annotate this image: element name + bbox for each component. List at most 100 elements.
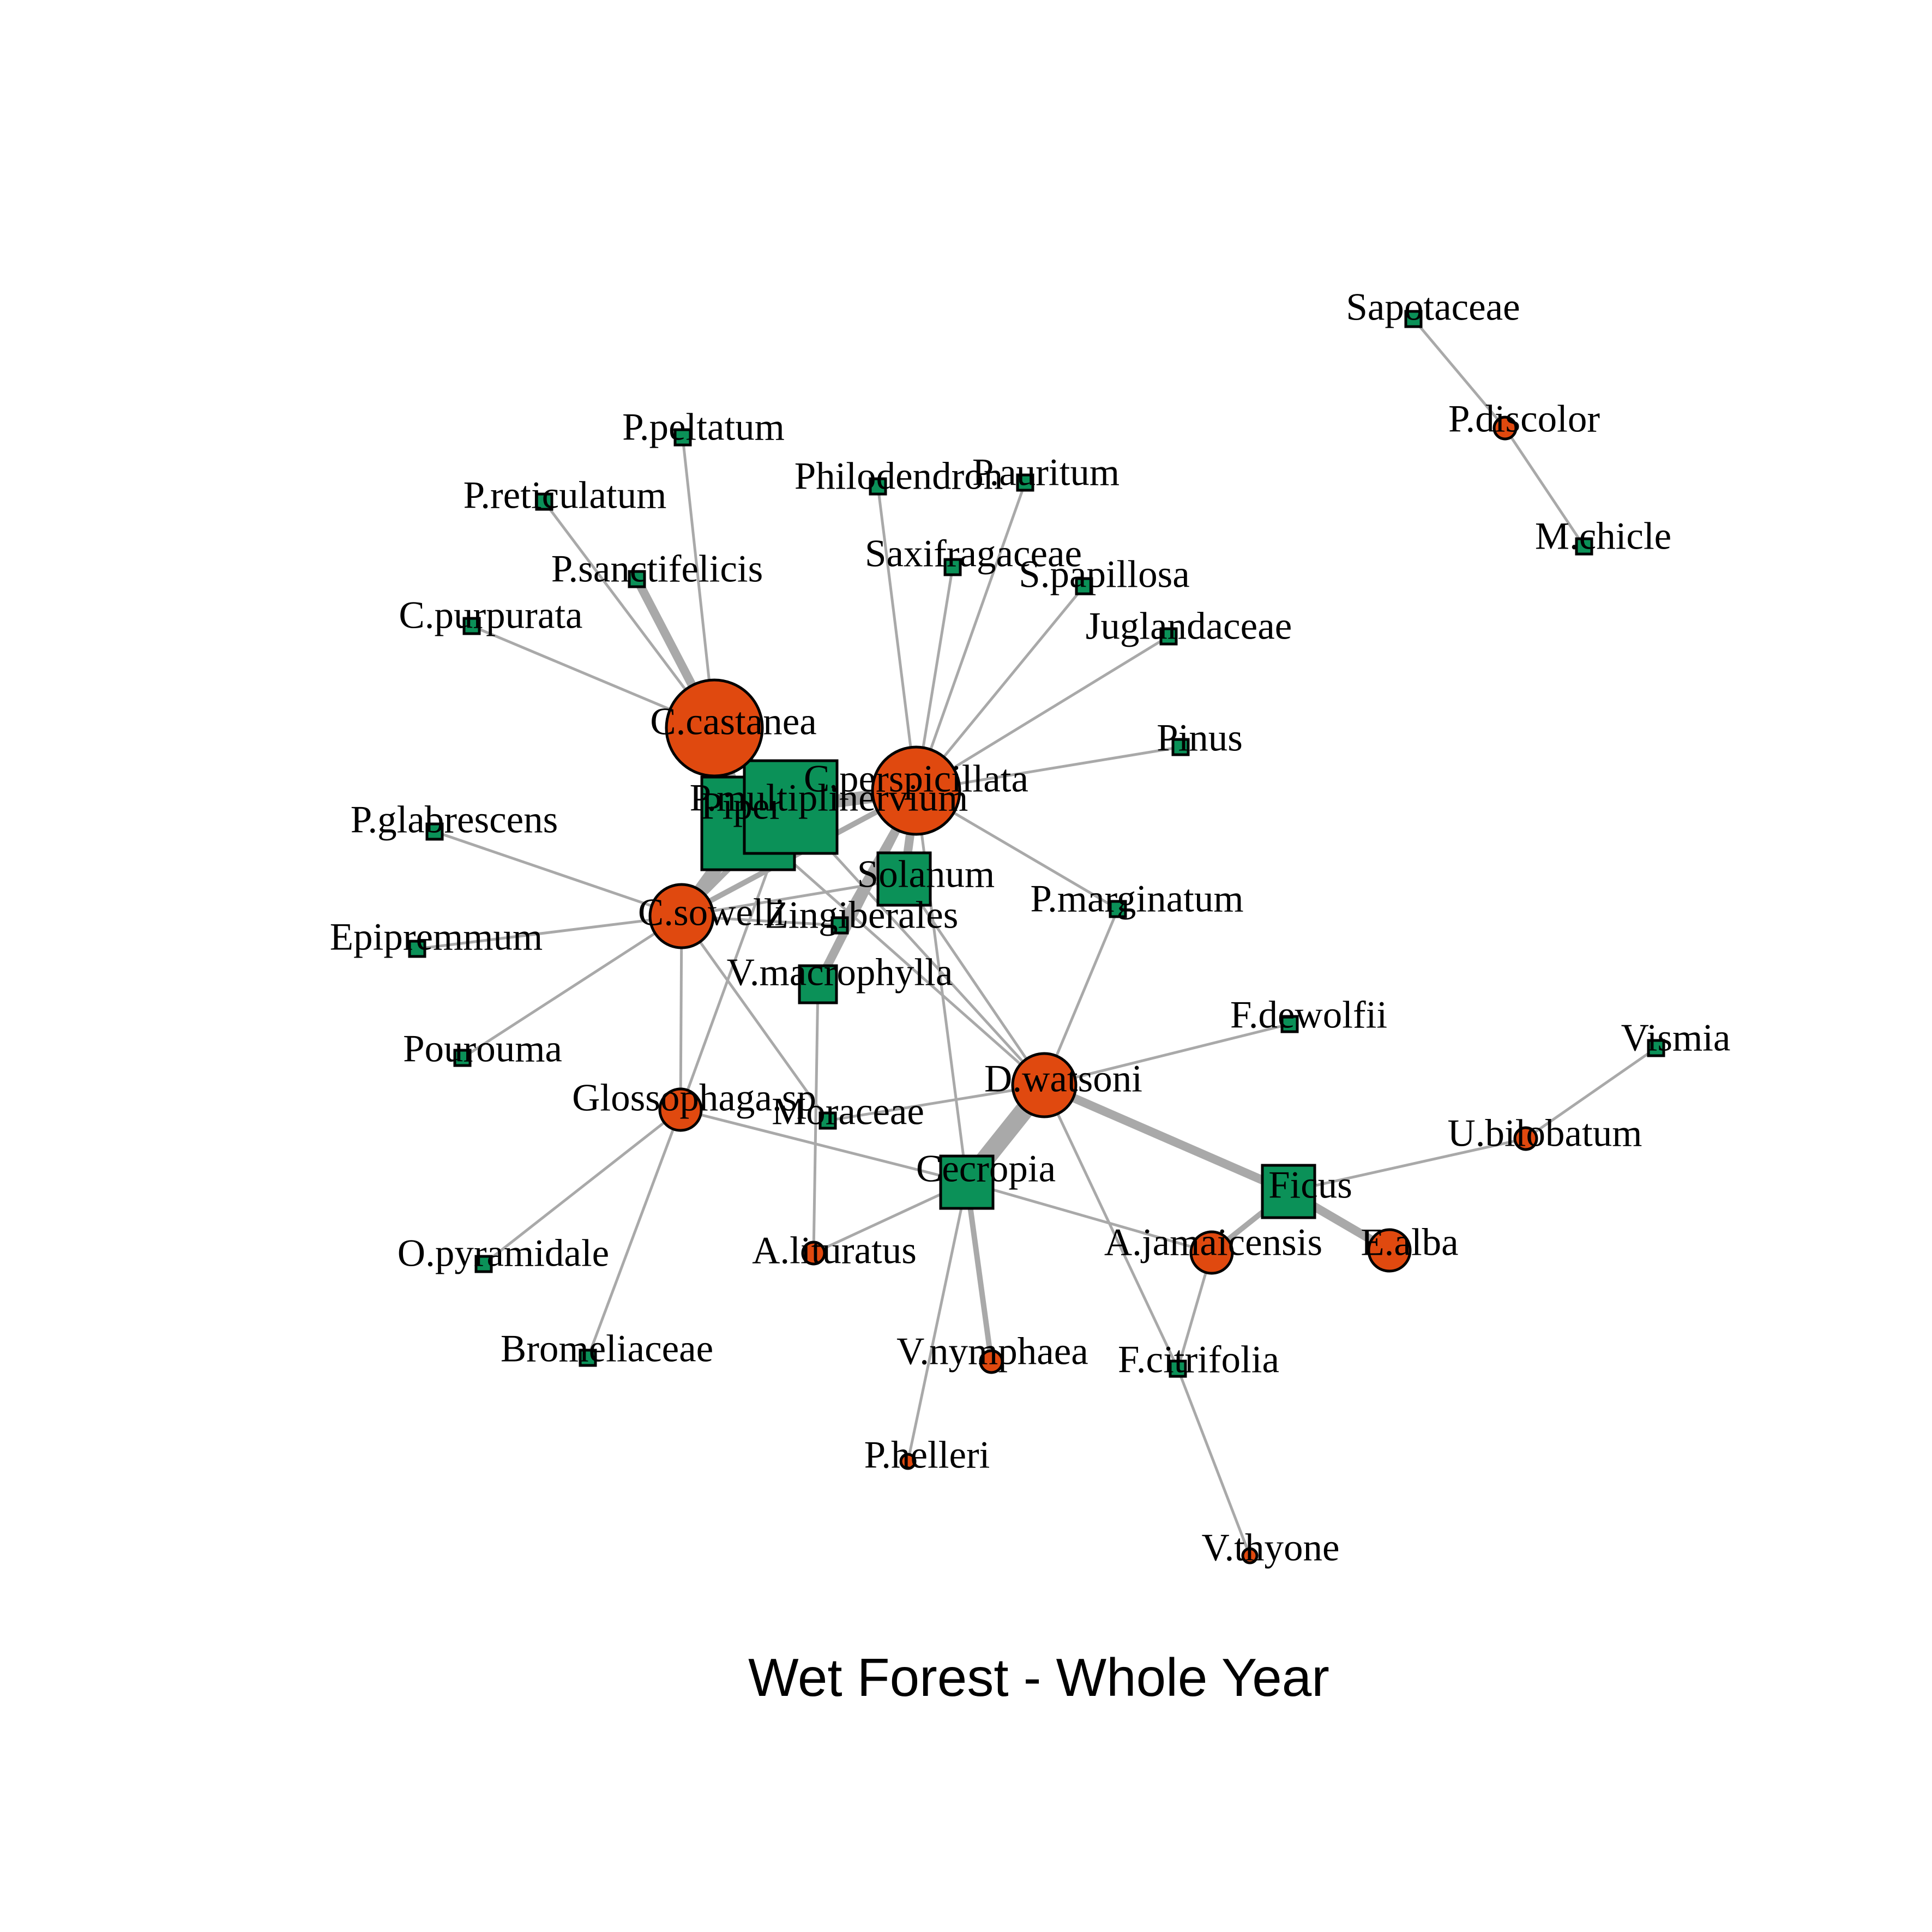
edge-c-sowelli-p-glabrescens bbox=[434, 830, 682, 918]
edge-v-thyone-f-citrifolia bbox=[1176, 1368, 1251, 1556]
node-f-dewolfii bbox=[1280, 1015, 1299, 1033]
node-ficus bbox=[1261, 1164, 1316, 1219]
node-a-lituratus bbox=[801, 1241, 826, 1266]
node-label-p-discolor: P.discolor bbox=[1448, 398, 1600, 440]
node-p-sanctifelicis bbox=[628, 570, 646, 588]
edge-p-helleri-cecropia bbox=[906, 1182, 968, 1462]
node-label-e-alba: E.alba bbox=[1361, 1221, 1458, 1263]
node-label-o-pyramidale: O.pyramidale bbox=[398, 1232, 609, 1274]
node-label-sapotaceae: Sapotaceae bbox=[1346, 286, 1520, 328]
node-p-multiplinervium bbox=[743, 759, 839, 855]
node-a-jamaicensis bbox=[1189, 1230, 1234, 1275]
node-moraceae bbox=[818, 1111, 837, 1130]
node-p-helleri bbox=[899, 1453, 917, 1470]
edge-p-discolor-sapotaceae bbox=[1412, 318, 1506, 429]
chart-title: Wet Forest - Whole Year bbox=[748, 1647, 1329, 1707]
node-label-u-bilobatum: U.bilobatum bbox=[1448, 1112, 1642, 1154]
node-c-purpurata bbox=[462, 617, 481, 635]
node-layer bbox=[408, 310, 1665, 1564]
node-philodendron bbox=[869, 477, 887, 496]
edge-c-perspicillata-philodendron bbox=[876, 486, 918, 791]
node-label-v-thyone: V.thyone bbox=[1201, 1526, 1339, 1569]
node-e-alba bbox=[1367, 1228, 1412, 1273]
node-v-macrophylla bbox=[798, 964, 838, 1004]
node-label-piper: Piper bbox=[701, 785, 783, 827]
node-pinus bbox=[1171, 738, 1190, 756]
node-label-p-auritum: P.auritum bbox=[972, 451, 1120, 493]
node-d-watsoni bbox=[1011, 1052, 1078, 1118]
node-p-marginatum bbox=[1109, 900, 1127, 918]
edge-c-sowelli-epipremmum bbox=[417, 914, 682, 950]
node-label-c-sowelli: C.sowelli bbox=[638, 891, 785, 934]
node-solanum bbox=[876, 851, 932, 907]
node-label-p-sanctifelicis: P.sanctifelicis bbox=[551, 547, 763, 590]
node-p-auritum bbox=[1016, 473, 1034, 492]
edge-d-watsoni-f-citrifolia bbox=[1043, 1084, 1179, 1370]
node-p-glabrescens bbox=[425, 822, 444, 841]
node-p-discolor bbox=[1492, 416, 1518, 441]
label-layer: C.castanea C.perspicillata C.sowelli D.wats… bbox=[330, 286, 1731, 1569]
node-m-chicle bbox=[1575, 537, 1593, 556]
node-label-a-lituratus: A.lituratus bbox=[752, 1229, 917, 1272]
node-c-castanea bbox=[665, 678, 764, 778]
edge-d-watsoni-moraceae bbox=[827, 1084, 1045, 1122]
node-zingiberales bbox=[830, 916, 849, 935]
node-p-reticulatum bbox=[535, 492, 553, 511]
node-v-thyone bbox=[1241, 1547, 1259, 1564]
edge-p-discolor-m-chicle bbox=[1503, 427, 1586, 547]
node-label-solanum: Solanum bbox=[857, 853, 995, 895]
edge-glossophaga-sp-o-pyramidale bbox=[483, 1109, 682, 1265]
node-c-sowelli bbox=[648, 883, 715, 949]
node-saxifragaceae bbox=[943, 558, 962, 576]
node-sapotaceae bbox=[1404, 310, 1423, 328]
node-s-papillosa bbox=[1075, 577, 1093, 595]
node-label-cecropia: Cecropia bbox=[916, 1147, 1056, 1190]
edge-glossophaga-sp-bromeliaceae bbox=[586, 1109, 682, 1358]
node-label-d-watsoni: D.watsoni bbox=[984, 1057, 1142, 1100]
node-label-f-citrifolia: F.citrifolia bbox=[1118, 1338, 1279, 1381]
edge-c-sowelli-moraceae bbox=[680, 915, 829, 1122]
edge-u-bilobatum-vismia bbox=[1525, 1046, 1657, 1140]
node-label-moraceae: Moraceae bbox=[772, 1090, 924, 1133]
node-juglandaceae bbox=[1159, 627, 1178, 646]
edge-v-nymphaea-cecropia bbox=[964, 1182, 994, 1362]
node-label-v-macrophylla: V.macrophylla bbox=[727, 951, 953, 994]
node-label-c-purpurata: C.purpurata bbox=[399, 594, 582, 636]
node-label-vismia: Vismia bbox=[1621, 1016, 1731, 1059]
node-label-v-nymphaea: V.nymphaea bbox=[896, 1330, 1088, 1373]
node-label-saxifragaceae: Saxifragaceae bbox=[865, 532, 1082, 575]
edge-d-watsoni-f-dewolfii bbox=[1044, 1022, 1290, 1087]
node-label-m-chicle: M.chicle bbox=[1535, 515, 1671, 557]
node-label-zingiberales: Zingiberales bbox=[765, 894, 959, 936]
node-label-a-jamaicensis: A.jamaicensis bbox=[1104, 1221, 1322, 1263]
node-o-pyramidale bbox=[474, 1255, 493, 1273]
edge-c-perspicillata-juglandaceae bbox=[915, 635, 1170, 792]
node-label-p-marginatum: P.marginatum bbox=[1030, 877, 1243, 920]
edge-a-lituratus-v-macrophylla bbox=[812, 984, 820, 1254]
node-label-p-reticulatum: P.reticulatum bbox=[464, 474, 667, 516]
node-epipremmum bbox=[408, 940, 426, 958]
node-label-p-peltatum: P.peltatum bbox=[622, 406, 785, 448]
node-label-c-castanea: C.castanea bbox=[650, 700, 817, 743]
node-label-glossophaga-sp: Glossophaga.sp bbox=[572, 1076, 816, 1119]
node-c-perspicillata bbox=[871, 745, 961, 836]
node-label-c-perspicillata: C.perspicillata bbox=[804, 757, 1028, 800]
edge-c-sowelli-pourouma bbox=[461, 914, 683, 1060]
node-u-bilobatum bbox=[1513, 1126, 1538, 1151]
node-f-citrifolia bbox=[1169, 1359, 1187, 1378]
node-label-f-dewolfii: F.dewolfii bbox=[1230, 994, 1387, 1036]
node-glossophaga-sp bbox=[658, 1087, 703, 1132]
edge-a-jamaicensis-cecropia bbox=[966, 1181, 1212, 1254]
edge-d-watsoni-ficus bbox=[1042, 1081, 1291, 1196]
edge-u-bilobatum-ficus bbox=[1288, 1137, 1526, 1193]
node-bromeliaceae bbox=[579, 1349, 597, 1367]
node-label-epipremmum: Epipremmum bbox=[330, 916, 543, 958]
node-label-philodendron: Philodendron bbox=[795, 455, 1003, 497]
node-label-bromeliaceae: Bromeliaceae bbox=[501, 1327, 713, 1370]
node-label-pinus: Pinus bbox=[1157, 717, 1243, 759]
edge-glossophaga-sp-cecropia bbox=[680, 1108, 967, 1184]
node-vismia bbox=[1647, 1039, 1665, 1057]
node-label-pourouma: Pourouma bbox=[403, 1027, 562, 1070]
